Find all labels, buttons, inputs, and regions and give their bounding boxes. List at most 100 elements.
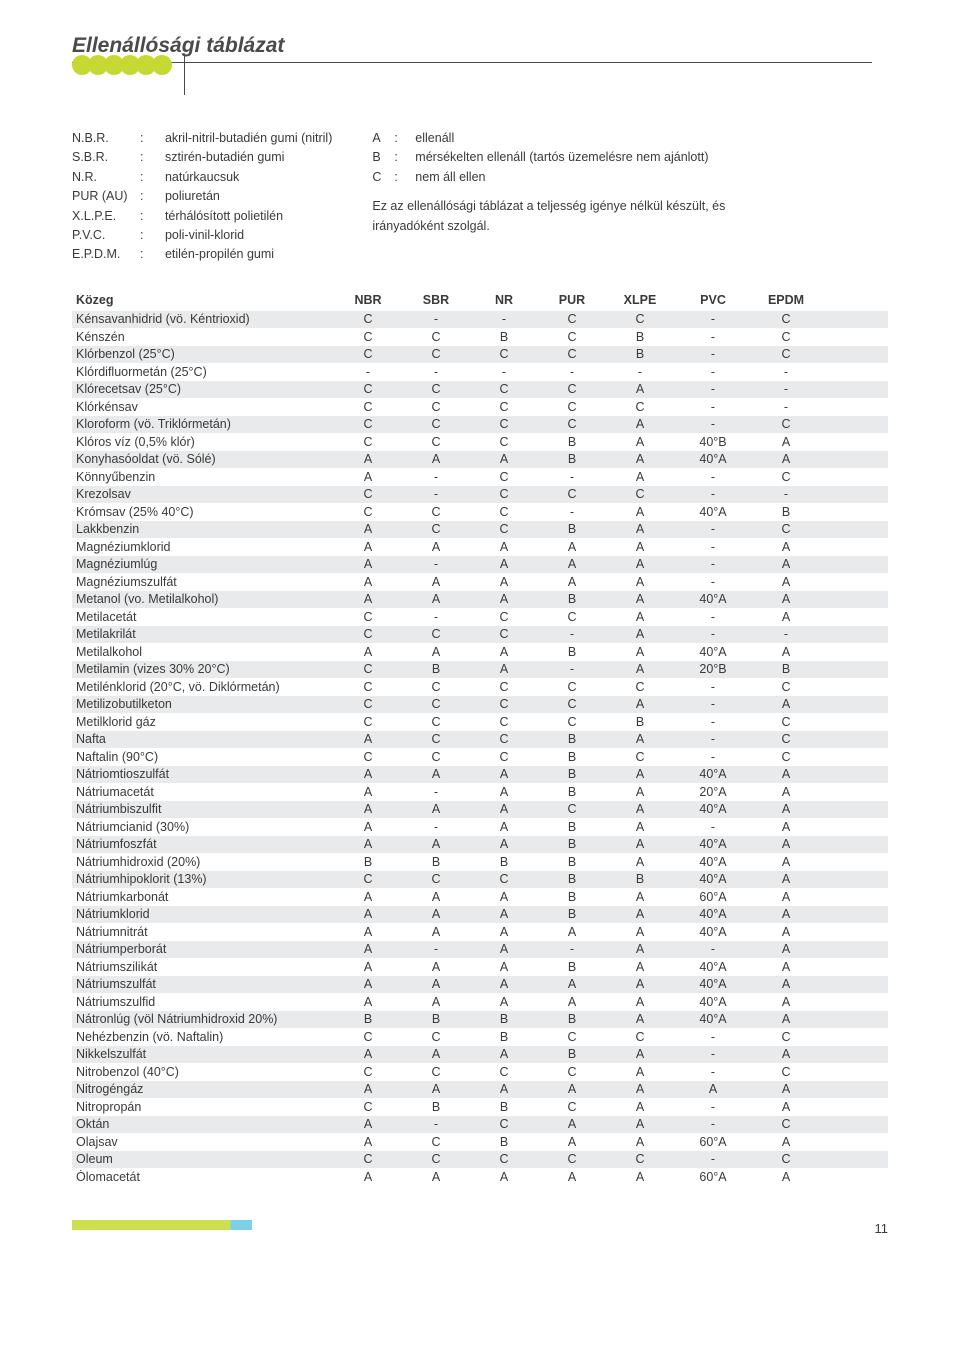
rating-cell: C [402, 347, 470, 361]
rating-cell: - [752, 627, 820, 641]
rating-cell: A [470, 662, 538, 676]
rating-cell: B [470, 1135, 538, 1149]
rating-cell: A [402, 925, 470, 939]
substance-name: Klórbenzol (25°C) [72, 347, 334, 361]
rating-cell: C [334, 1152, 402, 1166]
table-row: Klórbenzol (25°C)CCCCB-C [72, 346, 888, 364]
rating-cell: A [334, 592, 402, 606]
substance-name: Naftalin (90°C) [72, 750, 334, 764]
substance-name: Nafta [72, 732, 334, 746]
substance-name: Klóros víz (0,5% klór) [72, 435, 334, 449]
rating-cell: - [402, 557, 470, 571]
rating-cell: - [674, 575, 752, 589]
rating-cell: 60°A [674, 890, 752, 904]
legend-block: N.B.R.: akril-nitril-butadién gumi (nitr… [72, 129, 888, 265]
rating-cell: A [606, 1117, 674, 1131]
substance-name: Kénszén [72, 330, 334, 344]
rating-cell: C [752, 732, 820, 746]
table-row: Nátriumhidroxid (20%)BBBBA40°AA [72, 853, 888, 871]
table-row: Nátriumhipoklorit (13%)CCCBB40°AA [72, 871, 888, 889]
rating-cell: A [606, 540, 674, 554]
substance-name: Nátronlúg (völ Nátriumhidroxid 20%) [72, 1012, 334, 1026]
rating-cell: - [674, 1047, 752, 1061]
rating-cell: A [334, 960, 402, 974]
table-row: KrezolsavC-CCC-- [72, 486, 888, 504]
legend-note: Ez az ellenállósági táblázat a teljesség… [372, 197, 752, 236]
rating-cell: A [606, 907, 674, 921]
rating-cell: A [334, 925, 402, 939]
rating-cell: A [752, 557, 820, 571]
rating-cell: A [470, 1170, 538, 1184]
rating-cell: - [674, 330, 752, 344]
rating-cell: A [606, 645, 674, 659]
table-header-cell: NR [470, 293, 538, 307]
table-row: NátriumszulfátAAAAA40°AA [72, 976, 888, 994]
rating-cell: A [752, 452, 820, 466]
table-header-cell: PUR [538, 293, 606, 307]
rating-cell: B [606, 330, 674, 344]
rating-cell: A [752, 1170, 820, 1184]
rating-cell: A [470, 942, 538, 956]
rating-cell: A [752, 907, 820, 921]
rating-cell: 40°A [674, 960, 752, 974]
rating-cell: C [402, 872, 470, 886]
legend-line: P.V.C.: poli-vinil-klorid [72, 226, 332, 245]
rating-cell: - [752, 487, 820, 501]
rating-cell: 60°A [674, 1170, 752, 1184]
legend-line: PUR (AU): poliuretán [72, 187, 332, 206]
rating-cell: A [470, 820, 538, 834]
rating-cell: A [470, 645, 538, 659]
rating-cell: C [538, 1030, 606, 1044]
rating-cell: A [606, 925, 674, 939]
substance-name: Metilklorid gáz [72, 715, 334, 729]
rating-cell: A [606, 942, 674, 956]
table-row: NátriumperborátA-A-A-A [72, 941, 888, 959]
rating-cell: A [606, 837, 674, 851]
rating-cell: A [752, 1047, 820, 1061]
rating-cell: A [334, 540, 402, 554]
rating-cell: A [606, 505, 674, 519]
resistance-table: KözegNBRSBRNRPURXLPEPVCEPDM Kénsavanhidr… [72, 289, 888, 1186]
rating-cell: A [606, 977, 674, 991]
rating-cell: A [606, 1100, 674, 1114]
substance-name: Nátriumhipoklorit (13%) [72, 872, 334, 886]
rating-cell: C [470, 487, 538, 501]
rating-cell: A [470, 925, 538, 939]
rating-cell: - [674, 417, 752, 431]
rating-cell: A [606, 435, 674, 449]
rating-cell: C [402, 417, 470, 431]
substance-name: Nátriumhidroxid (20%) [72, 855, 334, 869]
rating-cell: - [538, 627, 606, 641]
rating-cell: - [674, 347, 752, 361]
rating-cell: A [538, 540, 606, 554]
rating-cell: C [402, 330, 470, 344]
substance-name: Olajsav [72, 1135, 334, 1149]
rating-cell: C [470, 1065, 538, 1079]
rating-cell: - [606, 365, 674, 379]
table-row: Nátronlúg (völ Nátriumhidroxid 20%)BBBBA… [72, 1011, 888, 1029]
rating-cell: C [752, 1152, 820, 1166]
rating-cell: C [470, 522, 538, 536]
rating-cell: C [334, 382, 402, 396]
rating-cell: - [674, 470, 752, 484]
rating-cell: C [334, 347, 402, 361]
rating-cell: C [334, 417, 402, 431]
rating-cell: - [334, 365, 402, 379]
substance-name: Lakkbenzin [72, 522, 334, 536]
rating-cell: C [334, 487, 402, 501]
substance-name: Nátriumszulfid [72, 995, 334, 1009]
rating-cell: C [752, 1030, 820, 1044]
substance-name: Nitrobenzol (40°C) [72, 1065, 334, 1079]
rating-cell: B [402, 1012, 470, 1026]
table-row: OlajsavACBAA60°AA [72, 1133, 888, 1151]
substance-name: Kénsavanhidrid (vö. Kéntrioxid) [72, 312, 334, 326]
rating-cell: - [402, 365, 470, 379]
rating-cell: C [752, 1065, 820, 1079]
rating-cell: 40°A [674, 452, 752, 466]
rating-cell: B [470, 1030, 538, 1044]
rating-cell: C [334, 1065, 402, 1079]
rating-cell: A [606, 610, 674, 624]
substance-name: Metilamin (vizes 30% 20°C) [72, 662, 334, 676]
rating-cell: B [538, 1012, 606, 1026]
rating-cell: C [470, 627, 538, 641]
